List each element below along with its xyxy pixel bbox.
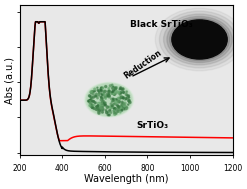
Text: Reduction: Reduction [122, 48, 163, 81]
X-axis label: Wavelength (nm): Wavelength (nm) [84, 174, 168, 184]
Circle shape [167, 16, 232, 63]
Text: SrTiO₃: SrTiO₃ [137, 121, 169, 130]
Circle shape [159, 11, 240, 68]
Circle shape [172, 20, 227, 59]
Y-axis label: Abs (a.u.): Abs (a.u.) [5, 57, 15, 104]
Circle shape [86, 83, 132, 116]
Circle shape [164, 14, 235, 65]
Circle shape [155, 8, 244, 71]
Circle shape [87, 84, 131, 115]
Text: Black SrTiO₃: Black SrTiO₃ [130, 20, 193, 29]
Circle shape [170, 18, 229, 61]
Circle shape [84, 82, 134, 117]
